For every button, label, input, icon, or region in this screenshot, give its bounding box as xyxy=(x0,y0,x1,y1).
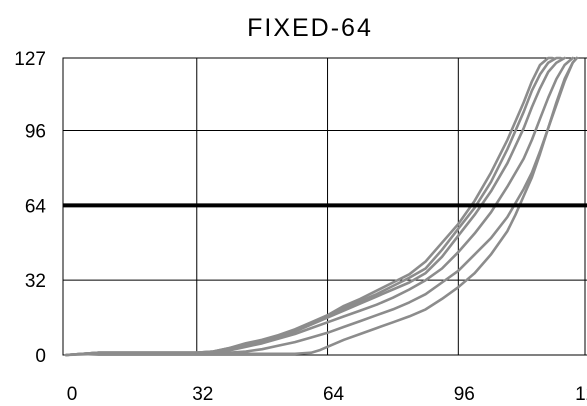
chart-title: FIXED-64 xyxy=(247,14,373,42)
x-tick-label-2: 64 xyxy=(323,384,345,405)
x-tick-labels: 0 32 64 96 127 xyxy=(67,384,587,405)
y-tick-label-4: 127 xyxy=(14,49,46,70)
x-tick-label-4: 127 xyxy=(575,384,587,405)
series-layer xyxy=(64,56,579,357)
y-tick-label-3: 96 xyxy=(25,121,46,142)
y-tick-label-0: 0 xyxy=(35,346,46,367)
x-tick-label-3: 96 xyxy=(454,384,475,405)
y-tick-label-2: 64 xyxy=(25,196,47,217)
y-tick-labels: 0 32 64 96 127 xyxy=(14,49,46,367)
y-tick-label-1: 32 xyxy=(25,271,46,292)
x-tick-label-1: 32 xyxy=(192,384,213,405)
series-line-6 xyxy=(64,56,579,357)
x-tick-label-0: 0 xyxy=(67,384,78,405)
